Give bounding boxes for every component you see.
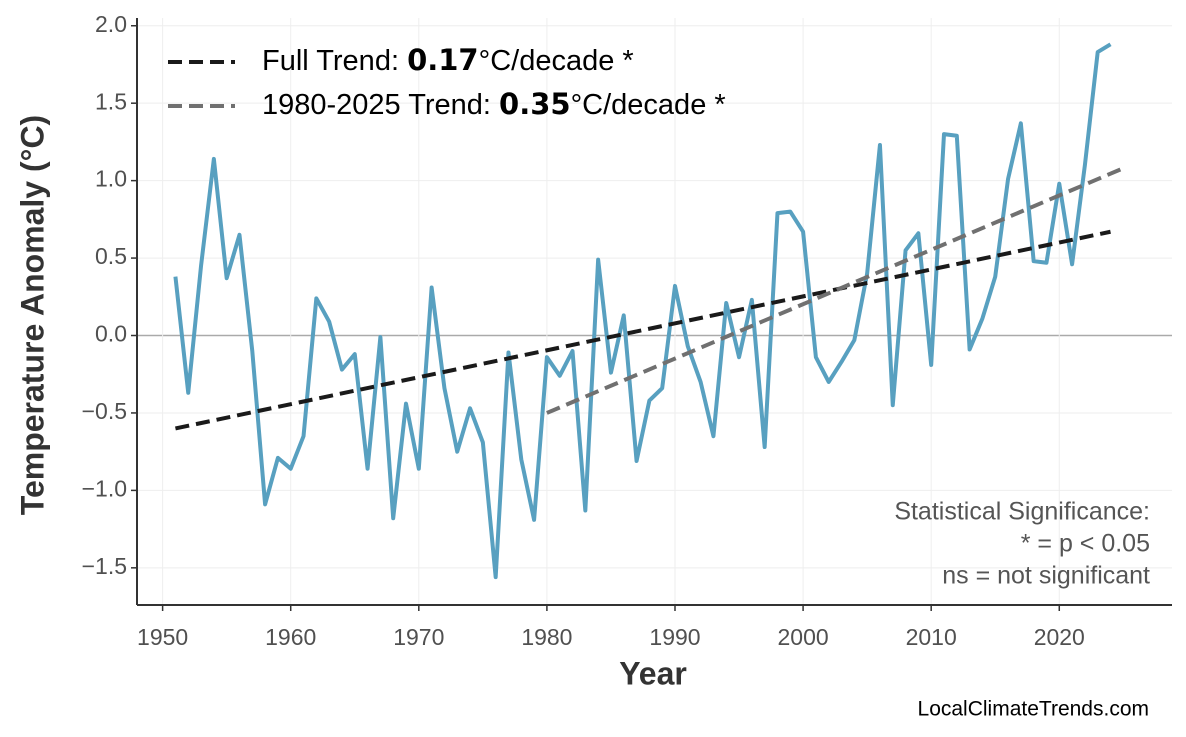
legend-entry: Full Trend: 0.17°C/decade *	[262, 43, 634, 77]
x-tick-label: 1950	[137, 624, 188, 650]
annotation: * = p < 0.05	[1021, 530, 1150, 558]
legend-text: °C/decade *	[571, 89, 726, 121]
x-tick-label: 1990	[649, 624, 700, 650]
y-tick-label: −1.5	[82, 553, 127, 579]
legend-text: 0.35	[499, 87, 571, 121]
annotation: Statistical Significance:	[894, 498, 1150, 526]
y-tick-label: −1.0	[82, 475, 127, 501]
y-tick-label: 1.0	[95, 166, 127, 192]
y-tick-label: 0.5	[95, 243, 127, 269]
x-axis-label: Year	[619, 655, 687, 691]
y-tick-label: 0.0	[95, 321, 127, 347]
y-axis-label: Temperature Anomaly (°C)	[14, 115, 50, 515]
data-line	[173, 42, 1112, 580]
legend-text: Full Trend:	[262, 45, 407, 77]
legend-text: 0.17	[407, 43, 479, 77]
x-tick-label: 1980	[521, 624, 572, 650]
x-tick-label: 1960	[265, 624, 316, 650]
x-tick-label: 2000	[778, 624, 829, 650]
legend-entry: 1980-2025 Trend: 0.35°C/decade *	[262, 87, 726, 121]
y-tick-label: −0.5	[82, 398, 127, 424]
credit: LocalClimateTrends.com	[918, 698, 1149, 721]
legend-text: 1980-2025 Trend:	[262, 89, 499, 121]
x-tick-label: 1970	[393, 624, 444, 650]
x-tick-label: 2020	[1034, 624, 1085, 650]
x-tick-label: 2010	[906, 624, 957, 650]
y-tick-label: 1.5	[95, 88, 127, 114]
legend-text: °C/decade *	[479, 45, 634, 77]
trend-line	[175, 229, 1111, 431]
y-tick-label: 2.0	[95, 11, 127, 37]
annotation: ns = not significant	[942, 562, 1150, 590]
